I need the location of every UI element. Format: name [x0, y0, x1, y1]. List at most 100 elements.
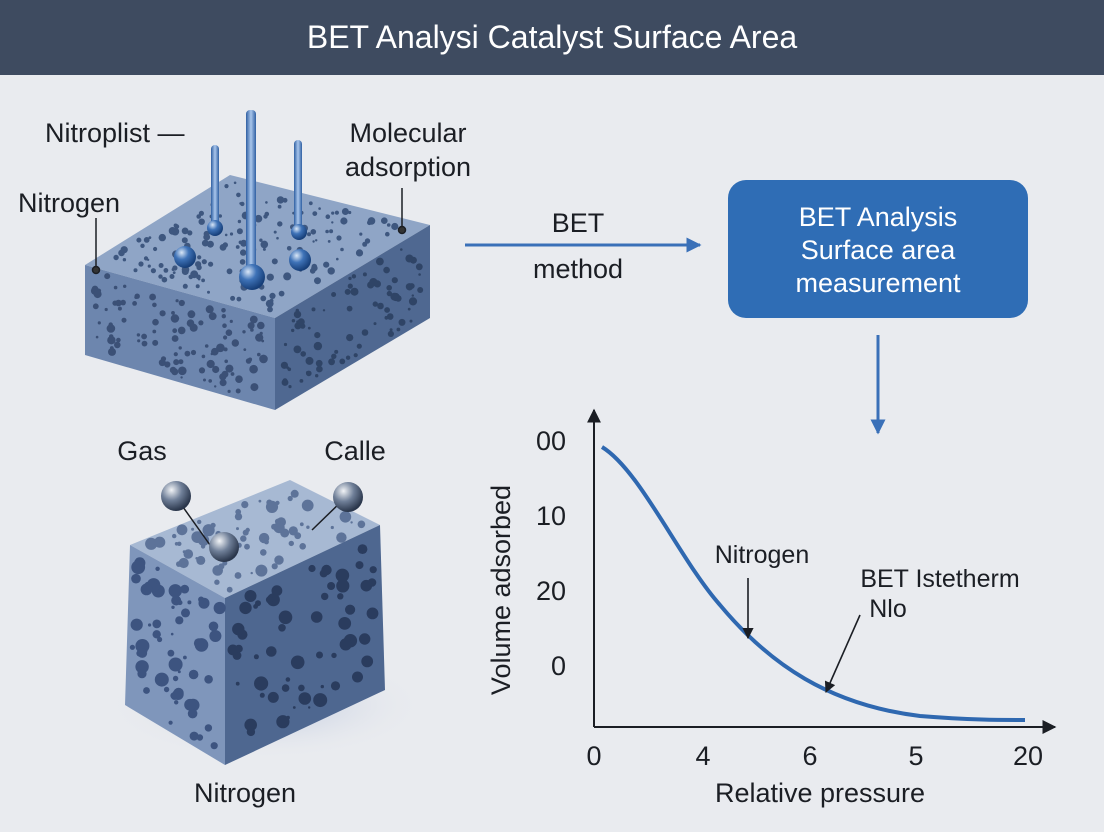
pore	[224, 359, 228, 364]
pore	[345, 355, 351, 360]
pore	[353, 353, 358, 358]
pore	[255, 333, 264, 342]
pore	[291, 319, 296, 323]
pore	[236, 527, 239, 531]
pore	[265, 596, 274, 604]
pore	[250, 571, 253, 575]
y-tick-label: 0	[551, 651, 566, 681]
pore	[348, 276, 352, 281]
pore	[235, 245, 240, 249]
pore	[172, 675, 179, 682]
pore	[152, 339, 159, 346]
pore	[197, 255, 202, 260]
pore	[180, 584, 190, 594]
pore	[377, 302, 384, 310]
pore	[299, 379, 304, 383]
pore	[206, 359, 215, 369]
pore	[336, 532, 347, 543]
pore	[234, 572, 242, 579]
pore	[384, 307, 390, 313]
pore	[120, 299, 126, 306]
pore	[297, 318, 305, 326]
pore	[362, 272, 367, 277]
pore	[172, 688, 184, 701]
pore	[312, 211, 318, 217]
pore	[245, 358, 252, 364]
pore	[269, 298, 274, 303]
pore	[290, 489, 299, 498]
pore	[188, 669, 199, 680]
label: Nitroplist —	[45, 118, 185, 148]
pore	[386, 285, 393, 291]
pore	[339, 511, 352, 523]
pore	[372, 301, 378, 307]
pore	[255, 564, 268, 577]
pore	[158, 233, 166, 242]
pore	[300, 351, 307, 357]
pore	[137, 648, 148, 658]
pore	[117, 306, 122, 311]
pore	[286, 366, 290, 370]
pore	[391, 222, 399, 231]
pore	[367, 578, 377, 587]
pore	[308, 564, 316, 573]
pore	[264, 211, 270, 217]
pore	[135, 660, 149, 674]
pore	[178, 366, 187, 376]
pore	[387, 330, 394, 337]
pore	[175, 616, 184, 625]
pore	[283, 272, 292, 281]
result-text: BET Analysis	[799, 202, 958, 232]
pore	[383, 266, 390, 274]
pore	[225, 364, 234, 373]
header-title: BET Analysi Catalyst Surface Area	[307, 19, 798, 55]
pore	[210, 522, 216, 528]
pore	[288, 385, 292, 389]
pore	[152, 329, 157, 334]
pore	[219, 379, 227, 387]
pore	[214, 385, 217, 388]
pore	[172, 271, 176, 274]
pore	[176, 524, 188, 536]
pore	[189, 731, 199, 741]
pore	[407, 307, 411, 311]
pore	[225, 329, 233, 337]
pore	[312, 264, 316, 268]
pore	[173, 352, 178, 357]
pore	[346, 305, 353, 312]
pore	[206, 240, 214, 248]
pore	[330, 525, 334, 530]
pore	[148, 623, 152, 627]
pore	[197, 262, 200, 265]
pore	[315, 374, 319, 378]
pore	[193, 638, 204, 649]
pore	[198, 210, 204, 216]
pore	[171, 595, 182, 606]
pore	[238, 240, 243, 245]
callout-dot	[397, 225, 407, 235]
pore	[265, 201, 268, 204]
molecule	[207, 220, 223, 236]
sample-slab	[85, 175, 430, 410]
pore	[172, 533, 177, 539]
pore	[366, 607, 379, 620]
pore	[357, 520, 366, 529]
pore	[164, 361, 171, 368]
pore	[107, 336, 116, 345]
isotherm-chart: Volume adsorbed Relative pressure Nitrog…	[486, 408, 1057, 808]
pore	[181, 227, 189, 235]
pore	[136, 237, 142, 243]
pore	[229, 319, 233, 323]
pore	[265, 500, 279, 513]
pore	[149, 293, 157, 301]
pore	[299, 522, 304, 527]
pore	[143, 237, 150, 243]
pore	[184, 350, 191, 357]
pore	[288, 540, 294, 547]
slab-side	[275, 225, 430, 410]
result-text: Surface area	[801, 235, 957, 265]
pore	[288, 526, 298, 536]
pore	[115, 299, 122, 307]
pore	[204, 344, 209, 348]
pore	[278, 290, 285, 297]
